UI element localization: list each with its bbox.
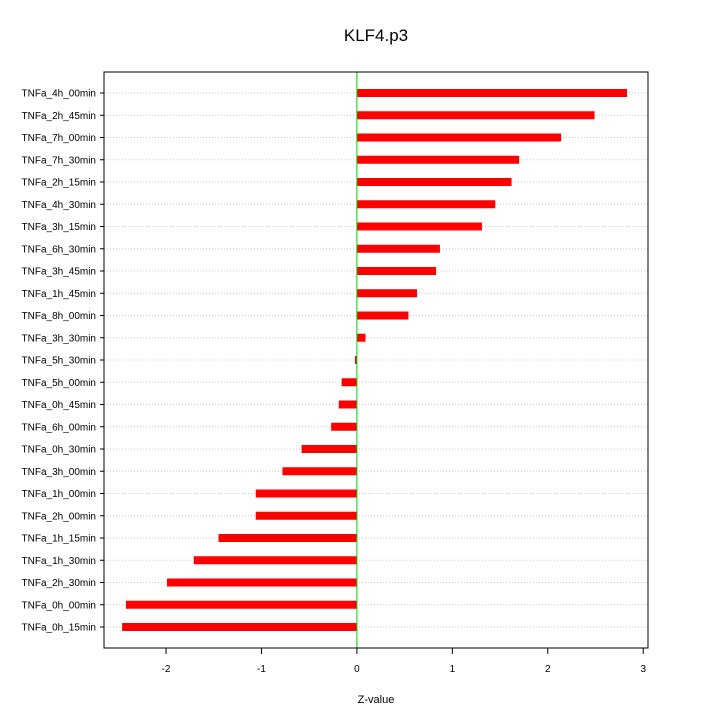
bar xyxy=(356,267,437,275)
category-label: TNFa_5h_00min xyxy=(22,378,96,389)
x-tick-label: -2 xyxy=(162,664,171,675)
bar xyxy=(356,311,409,320)
x-tick-label: 0 xyxy=(354,664,360,675)
bar xyxy=(356,178,512,186)
category-label: TNFa_2h_00min xyxy=(22,511,96,522)
category-label: TNFa_1h_30min xyxy=(22,556,96,567)
bar xyxy=(356,133,562,142)
category-label: TNFa_4h_30min xyxy=(22,200,96,211)
category-label: TNFa_7h_00min xyxy=(22,133,96,144)
bar xyxy=(356,111,595,120)
category-label: TNFa_5h_30min xyxy=(22,356,96,367)
bar xyxy=(122,623,357,631)
bar xyxy=(338,400,357,409)
bar xyxy=(341,378,357,387)
bar xyxy=(356,155,520,164)
category-label: TNFa_0h_45min xyxy=(22,400,96,411)
bar xyxy=(125,600,357,609)
bar xyxy=(301,445,357,453)
bar xyxy=(255,489,357,498)
grid-lines xyxy=(104,92,648,628)
category-label: TNFa_0h_15min xyxy=(22,623,96,634)
bar xyxy=(218,534,357,542)
x-tick-label: 1 xyxy=(450,664,456,675)
x-tick-label: 3 xyxy=(640,664,646,675)
category-label: TNFa_2h_30min xyxy=(22,578,96,589)
category-label: TNFa_3h_45min xyxy=(22,267,96,278)
bar xyxy=(193,556,357,565)
category-label: TNFa_6h_00min xyxy=(22,422,96,433)
category-label: TNFa_0h_30min xyxy=(22,445,96,456)
category-label: TNFa_2h_15min xyxy=(22,178,96,189)
bar xyxy=(166,578,357,587)
bar xyxy=(356,89,628,97)
category-label: TNFa_1h_45min xyxy=(22,289,96,300)
category-labels: TNFa_4h_00min TNFa_2h_45min TNFa_7h_00min T… xyxy=(22,89,104,634)
bar xyxy=(331,422,357,431)
category-label: TNFa_2h_45min xyxy=(22,111,96,122)
category-label: TNFa_6h_30min xyxy=(22,244,96,255)
category-label: TNFa_3h_30min xyxy=(22,333,96,344)
bars xyxy=(122,89,628,631)
bar xyxy=(356,200,496,209)
category-label: TNFa_8h_00min xyxy=(22,311,96,322)
bar xyxy=(356,333,366,342)
x-axis: -2 -1 0 1 2 3 xyxy=(162,648,646,675)
bar xyxy=(255,511,357,520)
bar xyxy=(356,222,482,231)
x-tick-label: 2 xyxy=(545,664,551,675)
category-label: TNFa_1h_00min xyxy=(22,489,96,500)
category-label: TNFa_0h_00min xyxy=(22,600,96,611)
bar xyxy=(356,289,418,298)
category-label: TNFa_3h_15min xyxy=(22,222,96,233)
bar xyxy=(282,467,357,476)
bar xyxy=(356,244,440,253)
x-tick-label: -1 xyxy=(257,664,266,675)
category-label: TNFa_3h_00min xyxy=(22,467,96,478)
category-label: TNFa_1h_15min xyxy=(22,534,96,545)
category-label: TNFa_7h_30min xyxy=(22,155,96,166)
category-label: TNFa_4h_00min xyxy=(22,89,96,100)
bar xyxy=(355,356,357,364)
chart-title: KLF4.p3 xyxy=(344,26,408,45)
x-axis-label: Z-value xyxy=(358,694,395,706)
